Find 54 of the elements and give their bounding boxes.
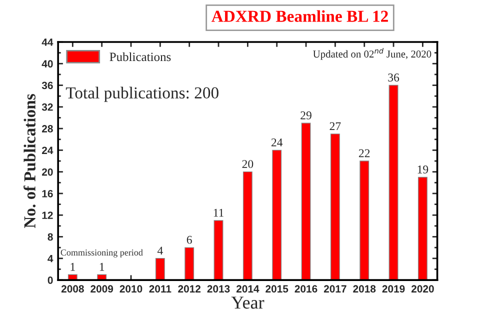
bar xyxy=(360,160,370,280)
data-label: 11 xyxy=(214,208,224,217)
y-tick-label: 20 xyxy=(42,168,53,176)
bar xyxy=(388,84,398,280)
x-tick-label: 2011 xyxy=(149,285,172,293)
bar xyxy=(184,247,194,280)
x-tick-label: 2020 xyxy=(411,285,434,293)
y-tick-label: 40 xyxy=(42,60,53,68)
annotation: Total publications: 200 xyxy=(66,86,218,102)
y-tick-label: 4 xyxy=(48,255,54,262)
data-label: 20 xyxy=(242,160,254,168)
x-tick-label: 2010 xyxy=(120,285,142,293)
y-tick-label: 16 xyxy=(42,190,53,198)
chart-title: ADXRD Beamline BL 12 xyxy=(212,10,388,22)
y-axis-title: No. of Publications xyxy=(24,94,36,228)
y-tick-label: 32 xyxy=(42,103,53,111)
data-label: 27 xyxy=(330,122,341,130)
x-tick-label: 2013 xyxy=(207,285,230,293)
annotation: Commissioning period xyxy=(60,249,143,258)
y-tick-label: 24 xyxy=(42,146,54,154)
y-tick-label: 0 xyxy=(48,276,53,284)
bar xyxy=(242,171,252,280)
legend-label: Publications xyxy=(110,52,171,62)
annotation: Updated on 02$^{nd}$ June, 2020 xyxy=(313,48,432,60)
data-label: 1 xyxy=(100,262,104,271)
x-tick-label: 2016 xyxy=(294,285,318,293)
y-tick-label: 36 xyxy=(42,82,53,90)
x-tick-label: 2018 xyxy=(353,285,376,293)
y-tick-label: 44 xyxy=(42,38,54,46)
x-tick-label: 2008 xyxy=(61,285,84,293)
x-tick-label: 2017 xyxy=(324,285,346,293)
data-label: 4 xyxy=(157,246,163,254)
y-tick-label: 12 xyxy=(42,212,53,219)
data-label: 29 xyxy=(300,111,312,120)
data-label: 1 xyxy=(70,262,75,271)
bar xyxy=(301,122,311,280)
bar xyxy=(155,258,165,280)
bar xyxy=(214,220,224,280)
x-tick-label: 2015 xyxy=(266,285,288,293)
x-axis-title: Year xyxy=(231,296,264,309)
x-tick-label: 2019 xyxy=(382,285,405,293)
bar xyxy=(330,134,340,280)
x-tick-label: 2014 xyxy=(236,285,260,293)
data-label: 22 xyxy=(358,149,370,158)
bar xyxy=(418,176,428,280)
bar xyxy=(272,150,282,280)
data-label: 6 xyxy=(186,236,192,244)
y-tick-label: 8 xyxy=(48,233,53,241)
y-tick-label: 28 xyxy=(42,125,53,132)
data-label: 36 xyxy=(388,74,400,82)
x-tick-label: 2009 xyxy=(90,285,114,293)
data-label: 19 xyxy=(418,166,428,174)
x-tick-label: 2012 xyxy=(178,285,201,293)
data-label: 24 xyxy=(271,138,283,146)
